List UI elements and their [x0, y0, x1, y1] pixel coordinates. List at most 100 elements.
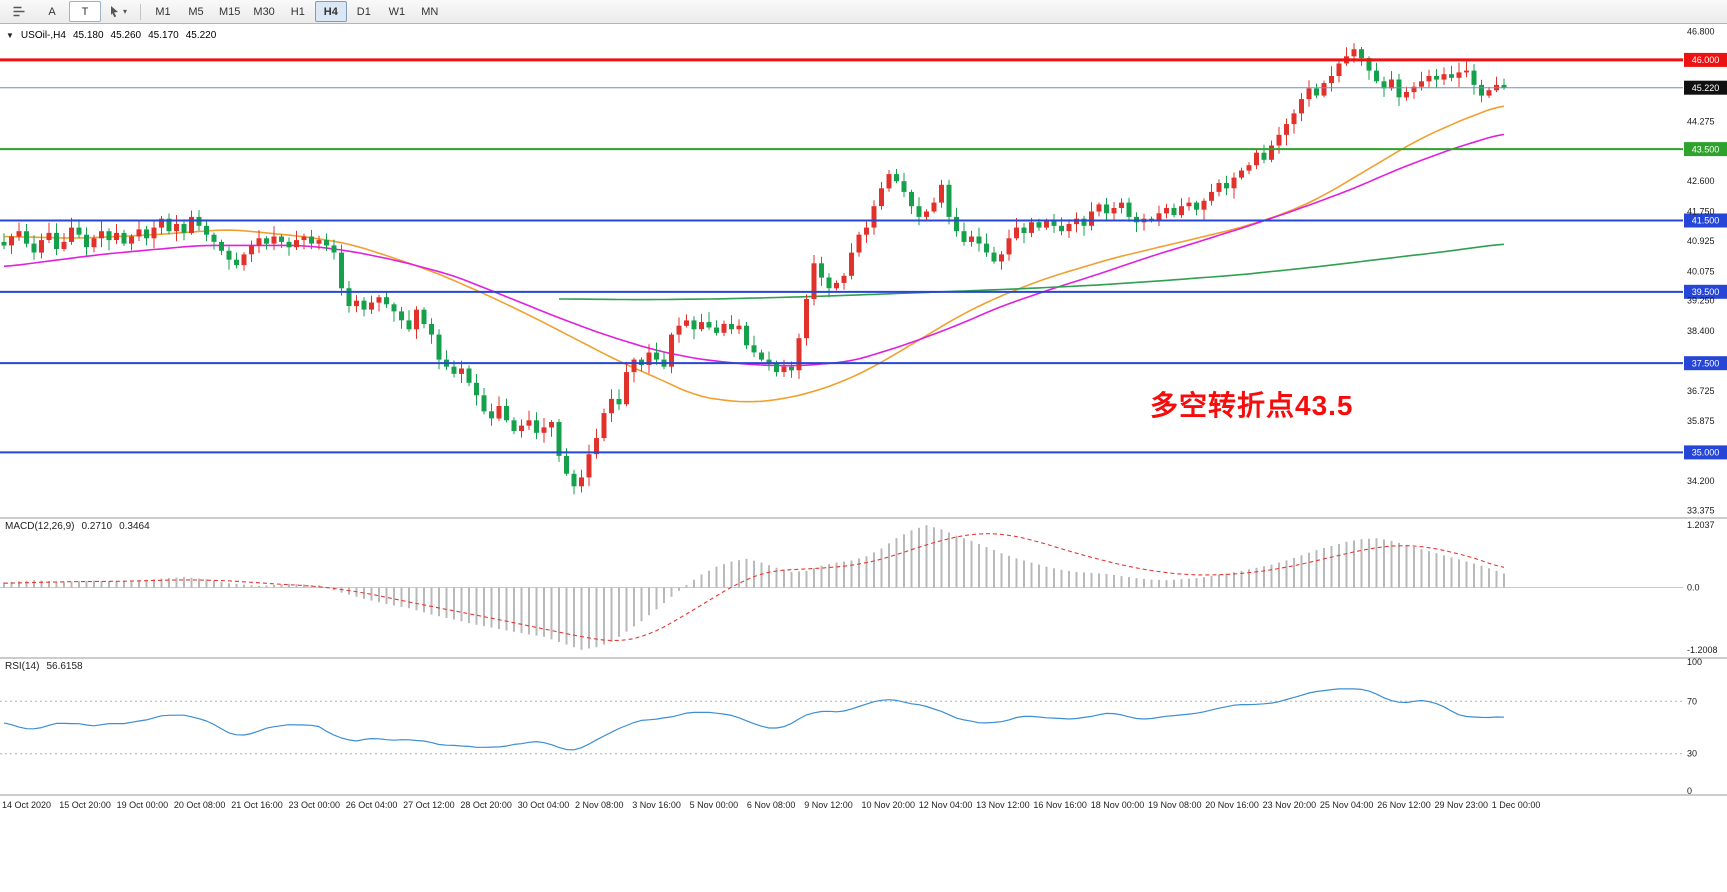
candle: [1066, 219, 1072, 238]
candle: [316, 235, 322, 250]
candle: [931, 197, 937, 214]
price-badge: 43.500: [1684, 142, 1727, 157]
candle: [804, 294, 809, 346]
time-axis-label: 18 Nov 00:00: [1091, 800, 1145, 810]
candle: [1179, 198, 1184, 218]
candle: [1014, 218, 1019, 241]
price-badge: 37.500: [1684, 356, 1727, 371]
candle: [1269, 140, 1274, 163]
candle: [706, 312, 712, 330]
price-badge: 41.500: [1684, 213, 1727, 228]
candle: [639, 357, 644, 372]
candle: [459, 360, 464, 383]
candle: [466, 365, 472, 387]
candle: [1141, 213, 1147, 231]
price-badge: 45.220: [1684, 80, 1727, 95]
candle: [834, 280, 839, 291]
candle: [954, 207, 959, 237]
price-badge: 46.000: [1684, 52, 1727, 67]
candle: [939, 179, 944, 208]
price-axis: 46.000 43.500 41.500 39.500 37.500 35.000 45.2…: [0, 26, 1727, 796]
candle: [1321, 80, 1327, 98]
candle: [474, 374, 479, 406]
timeframe-button-w1[interactable]: W1: [388, 5, 406, 18]
candle: [886, 170, 892, 192]
price-badge: 35.000: [1684, 445, 1727, 460]
cursor-tool-button[interactable]: ▾: [102, 1, 134, 22]
candle: [1089, 202, 1094, 231]
candle: [54, 223, 59, 256]
chart-canvas[interactable]: 1.2037 0.0 -1.2008 100 70 30 0 46.000 43.500 41.5…: [0, 25, 1727, 892]
candle: [121, 229, 127, 247]
candle: [16, 222, 22, 241]
candle: [1156, 205, 1162, 227]
candle: [114, 224, 119, 245]
timeframe-button-m30[interactable]: M30: [253, 5, 275, 18]
svg-text:39.500: 39.500: [1692, 287, 1720, 297]
candle: [669, 332, 674, 374]
candle: [1396, 73, 1402, 106]
timeframe-button-m15[interactable]: M15: [219, 5, 241, 18]
time-axis-label: 2 Nov 08:00: [575, 800, 624, 810]
timeframe-button-m5[interactable]: M5: [188, 5, 204, 18]
bars-tool-button[interactable]: [3, 1, 35, 22]
candle: [339, 244, 344, 296]
candle: [999, 251, 1004, 270]
candle: [61, 233, 67, 252]
timeframe-button-d1[interactable]: D1: [356, 5, 371, 18]
candle: [631, 357, 637, 383]
candle: [789, 361, 794, 378]
rsi-indicator-label: RSI(14) 56.6158: [5, 661, 83, 672]
candle: [1194, 200, 1199, 216]
candle: [391, 302, 397, 322]
macd-name: MACD(12,26,9): [5, 521, 75, 532]
candle: [1104, 197, 1109, 222]
candle: [601, 408, 607, 442]
candle: [136, 219, 142, 241]
candle: [646, 344, 652, 374]
timeframe-button-h4[interactable]: H4: [314, 1, 347, 22]
candle: [991, 246, 997, 264]
candle: [736, 319, 742, 334]
candle: [729, 315, 734, 335]
candle: [46, 222, 52, 243]
svg-text:46.000: 46.000: [1692, 55, 1720, 65]
candle: [1449, 65, 1454, 82]
macd-axis-label: 0.0: [1687, 583, 1700, 593]
timeframe-toolbar: M1 M5 M15 M30 H1 H4 D1 W1 MN: [147, 1, 446, 22]
time-axis-label: 28 Oct 20:00: [460, 800, 512, 810]
rsi-axis-label: 0: [1687, 786, 1692, 796]
candle: [99, 221, 104, 248]
timeframe-button-m1[interactable]: M1: [155, 5, 171, 18]
arrow-tool-button[interactable]: A: [48, 5, 56, 18]
candle: [661, 351, 667, 370]
rsi-line: [3, 688, 1505, 751]
candle: [264, 236, 269, 250]
candle: [1434, 69, 1439, 89]
time-axis: 14 Oct 2020 15 Oct 20:00 19 Oct 00:00 20 Oc…: [2, 800, 1540, 810]
candle: [1224, 175, 1229, 196]
candle: [1164, 203, 1169, 219]
candle: [159, 216, 164, 235]
cursor-icon: [110, 6, 118, 18]
price-axis-label: 41.750: [1687, 207, 1715, 217]
candle: [526, 410, 532, 430]
text-tool-button[interactable]: T: [69, 1, 101, 22]
candle: [849, 243, 854, 280]
candle: [1006, 229, 1012, 261]
rsi-axis-label: 100: [1687, 657, 1702, 667]
time-axis-label: 6 Nov 08:00: [747, 800, 796, 810]
timeframe-button-h1[interactable]: H1: [290, 5, 305, 18]
time-axis-label: 20 Oct 08:00: [174, 800, 226, 810]
timeframe-button-mn[interactable]: MN: [421, 5, 439, 18]
candle: [1336, 58, 1342, 83]
candle: [234, 252, 239, 269]
price-low: 45.170: [148, 30, 179, 41]
long-ma-line: [559, 243, 1505, 301]
candle: [354, 295, 359, 313]
candle: [1441, 67, 1447, 85]
candle: [39, 233, 44, 259]
candle: [826, 273, 832, 298]
time-axis-label: 19 Oct 00:00: [117, 800, 169, 810]
candle: [211, 232, 217, 250]
